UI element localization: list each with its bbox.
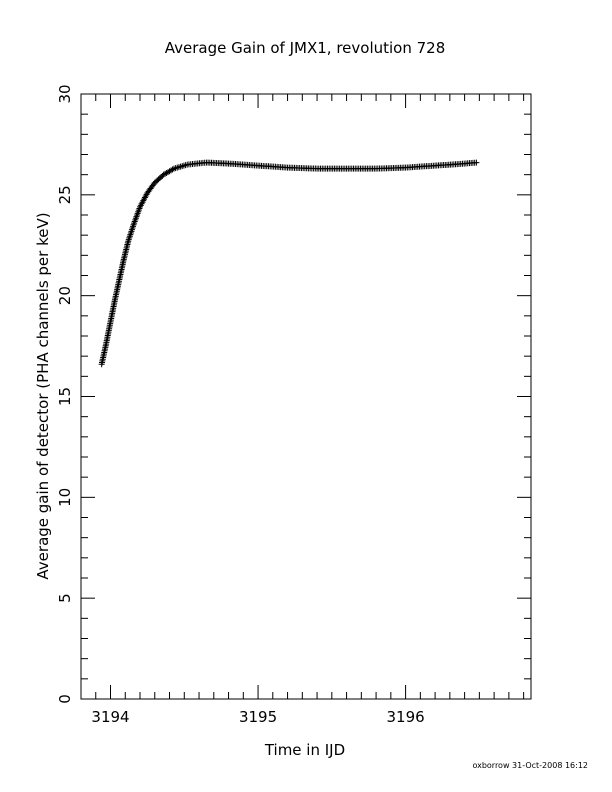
- y-axis: 0 5 10 15 20 25 30: [56, 84, 531, 704]
- data-point: [473, 159, 480, 166]
- x-axis: 3194 3195 3196: [80, 94, 525, 726]
- y-tick-label: 15: [56, 387, 74, 406]
- footer-stamp: oxborrow 31-Oct-2008 16:12: [472, 761, 588, 770]
- y-tick-label: 5: [56, 593, 74, 603]
- data-series: [98, 159, 480, 368]
- y-tick-label: 25: [56, 185, 74, 204]
- y-tick-label: 10: [56, 488, 74, 507]
- y-tick-label: 20: [56, 286, 74, 305]
- chart-title: Average Gain of JMX1, revolution 728: [165, 39, 446, 57]
- x-tick-label: 3195: [239, 708, 277, 726]
- plot-frame: [80, 93, 532, 700]
- y-tick-label: 0: [56, 694, 74, 704]
- data-point: [169, 166, 176, 173]
- x-tick-label: 3194: [91, 708, 129, 726]
- y-tick-label: 30: [56, 84, 74, 103]
- x-axis-label: Time in IJD: [264, 741, 345, 759]
- x-tick-label: 3196: [386, 708, 424, 726]
- y-axis-label: Average gain of detector (PHA channels p…: [34, 212, 52, 579]
